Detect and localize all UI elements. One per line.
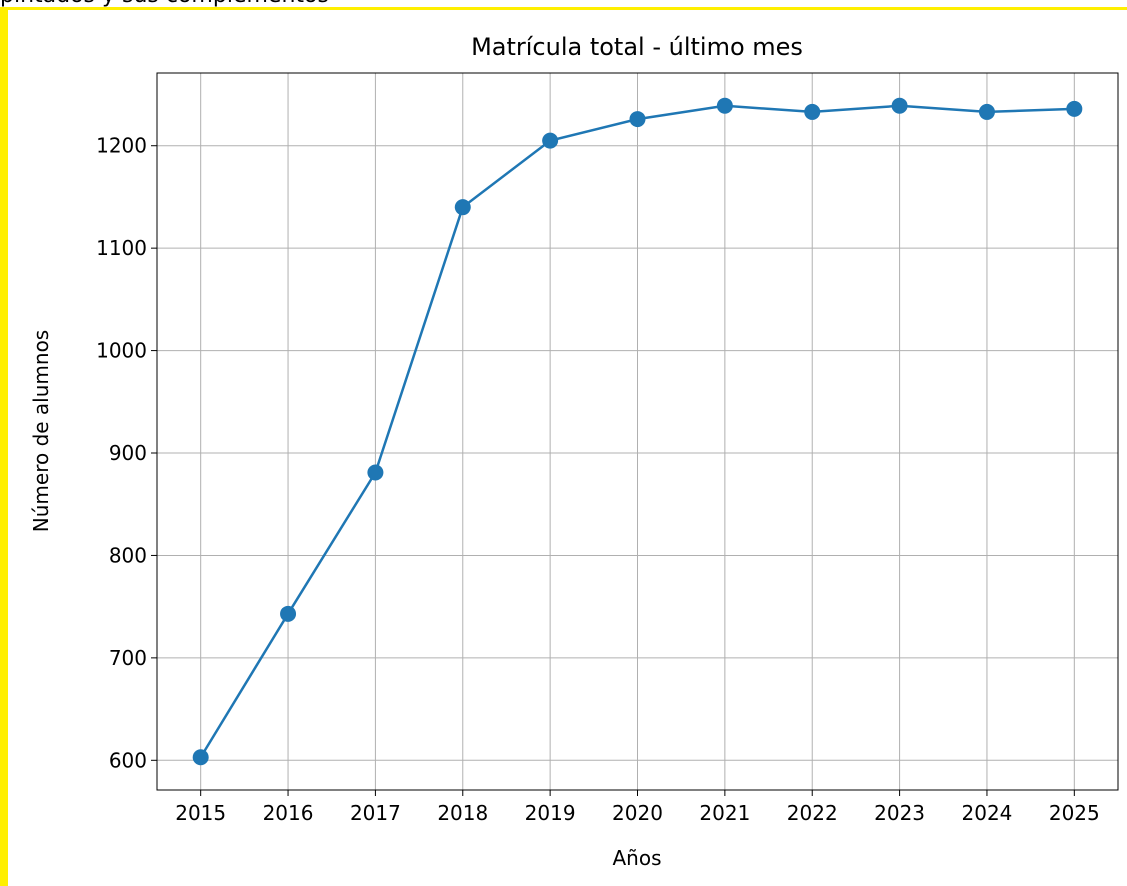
x-tick-label: 2018: [437, 801, 488, 825]
chart-title: Matrícula total - último mes: [471, 33, 803, 61]
data-point: [891, 97, 908, 114]
y-tick-label: 1000: [96, 339, 147, 363]
data-point: [192, 749, 209, 766]
x-tick-label: 2015: [175, 801, 226, 825]
data-point: [367, 464, 384, 481]
data-point: [629, 111, 646, 128]
data-point: [280, 605, 297, 622]
data-point: [1066, 100, 1083, 117]
x-tick-label: 2020: [612, 801, 663, 825]
page-header-text: pintados y sus complementos: [0, 0, 329, 8]
x-tick-label: 2019: [525, 801, 576, 825]
yellow-border-left: [0, 7, 8, 886]
plot-frame: [156, 72, 1119, 791]
y-tick-label: 600: [109, 748, 147, 772]
x-axis-label: Años: [612, 846, 661, 870]
x-tick-label: 2021: [699, 801, 750, 825]
y-axis-label: Número de alumnos: [29, 330, 53, 532]
yellow-border-top: [0, 7, 1127, 10]
x-tick-label: 2024: [962, 801, 1013, 825]
y-tick-label: 1200: [96, 134, 147, 158]
x-tick-label: 2023: [874, 801, 925, 825]
y-tick-label: 1100: [96, 236, 147, 260]
x-tick-label: 2025: [1049, 801, 1100, 825]
data-point: [804, 103, 821, 120]
data-point: [978, 103, 995, 120]
x-tick-label: 2017: [350, 801, 401, 825]
x-tick-label: 2016: [263, 801, 314, 825]
y-tick-label: 900: [109, 441, 147, 465]
data-point: [716, 97, 733, 114]
data-point: [454, 199, 471, 216]
x-tick-label: 2022: [787, 801, 838, 825]
y-tick-label: 800: [109, 543, 147, 567]
y-tick-label: 700: [109, 646, 147, 670]
data-point: [542, 132, 559, 149]
